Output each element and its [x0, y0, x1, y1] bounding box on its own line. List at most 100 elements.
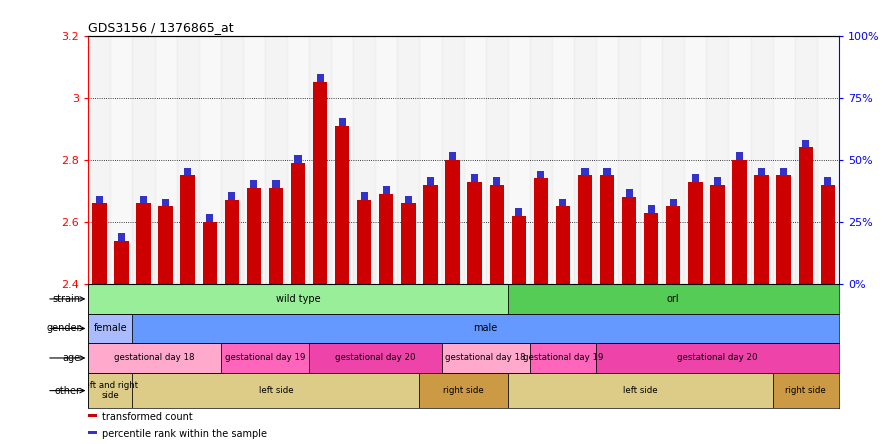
Bar — [511, 216, 526, 284]
Bar — [530, 343, 596, 373]
Bar — [114, 241, 129, 284]
Bar — [559, 199, 567, 206]
Bar — [662, 36, 684, 284]
Bar — [246, 188, 261, 284]
Bar — [574, 36, 596, 284]
Text: other: other — [55, 385, 81, 396]
Bar — [622, 197, 637, 284]
Bar — [88, 284, 508, 313]
Bar — [132, 36, 155, 284]
Bar — [644, 213, 659, 284]
Text: strain: strain — [53, 294, 81, 304]
Bar — [467, 182, 482, 284]
Bar — [537, 171, 545, 178]
Bar — [486, 36, 508, 284]
Bar — [728, 36, 751, 284]
Bar — [732, 160, 747, 284]
Bar — [272, 180, 280, 188]
Bar — [754, 175, 769, 284]
Bar — [88, 343, 221, 373]
Bar — [795, 36, 817, 284]
Bar — [401, 203, 416, 284]
Text: age: age — [63, 353, 81, 363]
Bar — [423, 185, 438, 284]
Bar — [397, 36, 419, 284]
Bar — [508, 36, 530, 284]
Bar — [596, 36, 618, 284]
Bar — [736, 152, 743, 160]
Bar — [751, 36, 773, 284]
Bar — [442, 343, 530, 373]
Bar — [158, 206, 173, 284]
Text: right side: right side — [785, 386, 826, 395]
Bar — [471, 174, 479, 182]
Bar — [95, 196, 103, 203]
Bar — [287, 36, 309, 284]
Bar — [773, 36, 795, 284]
Bar — [552, 36, 574, 284]
Bar — [382, 186, 390, 194]
Text: male: male — [473, 323, 498, 333]
Bar — [581, 168, 589, 175]
Bar — [202, 222, 217, 284]
Bar — [199, 36, 221, 284]
Bar — [177, 36, 199, 284]
Bar — [669, 199, 677, 206]
Bar — [313, 82, 328, 284]
Bar — [379, 194, 394, 284]
Bar — [184, 168, 192, 175]
Bar — [224, 200, 239, 284]
Text: orl: orl — [667, 294, 680, 304]
Bar — [555, 206, 570, 284]
Bar — [758, 168, 766, 175]
Bar — [684, 36, 706, 284]
Bar — [294, 155, 302, 163]
Bar — [577, 175, 592, 284]
Text: left and right
side: left and right side — [82, 381, 139, 400]
Text: gestational day 18: gestational day 18 — [114, 353, 195, 362]
Bar — [625, 190, 633, 197]
Bar — [489, 185, 504, 284]
Bar — [493, 177, 501, 185]
Bar — [666, 206, 681, 284]
Bar — [268, 188, 283, 284]
Bar — [445, 160, 460, 284]
Text: left side: left side — [623, 386, 658, 395]
Text: percentile rank within the sample: percentile rank within the sample — [102, 429, 267, 439]
Bar — [155, 36, 177, 284]
Bar — [309, 343, 442, 373]
Bar — [353, 36, 375, 284]
Bar — [442, 36, 464, 284]
Text: gestational day 19: gestational day 19 — [224, 353, 306, 362]
Bar — [419, 373, 508, 408]
Bar — [360, 193, 368, 200]
Text: transformed count: transformed count — [102, 412, 192, 422]
Text: gestational day 18: gestational day 18 — [445, 353, 526, 362]
Bar — [92, 203, 107, 284]
Bar — [618, 36, 640, 284]
Bar — [162, 199, 170, 206]
Bar — [817, 36, 839, 284]
Bar — [508, 284, 839, 313]
Bar — [600, 175, 615, 284]
Bar — [706, 36, 728, 284]
Bar — [773, 373, 839, 408]
Bar — [713, 177, 721, 185]
Bar — [798, 147, 813, 284]
Bar — [824, 177, 832, 185]
Bar — [464, 36, 486, 284]
Bar — [449, 152, 457, 160]
Bar — [221, 36, 243, 284]
Bar — [647, 205, 655, 213]
Bar — [375, 36, 397, 284]
Bar — [603, 168, 611, 175]
Bar — [140, 196, 147, 203]
Text: female: female — [94, 323, 127, 333]
Bar — [291, 163, 306, 284]
Bar — [243, 36, 265, 284]
Bar — [338, 118, 346, 126]
Bar — [691, 174, 699, 182]
Bar — [802, 140, 810, 147]
Text: right side: right side — [443, 386, 484, 395]
Bar — [88, 373, 132, 408]
